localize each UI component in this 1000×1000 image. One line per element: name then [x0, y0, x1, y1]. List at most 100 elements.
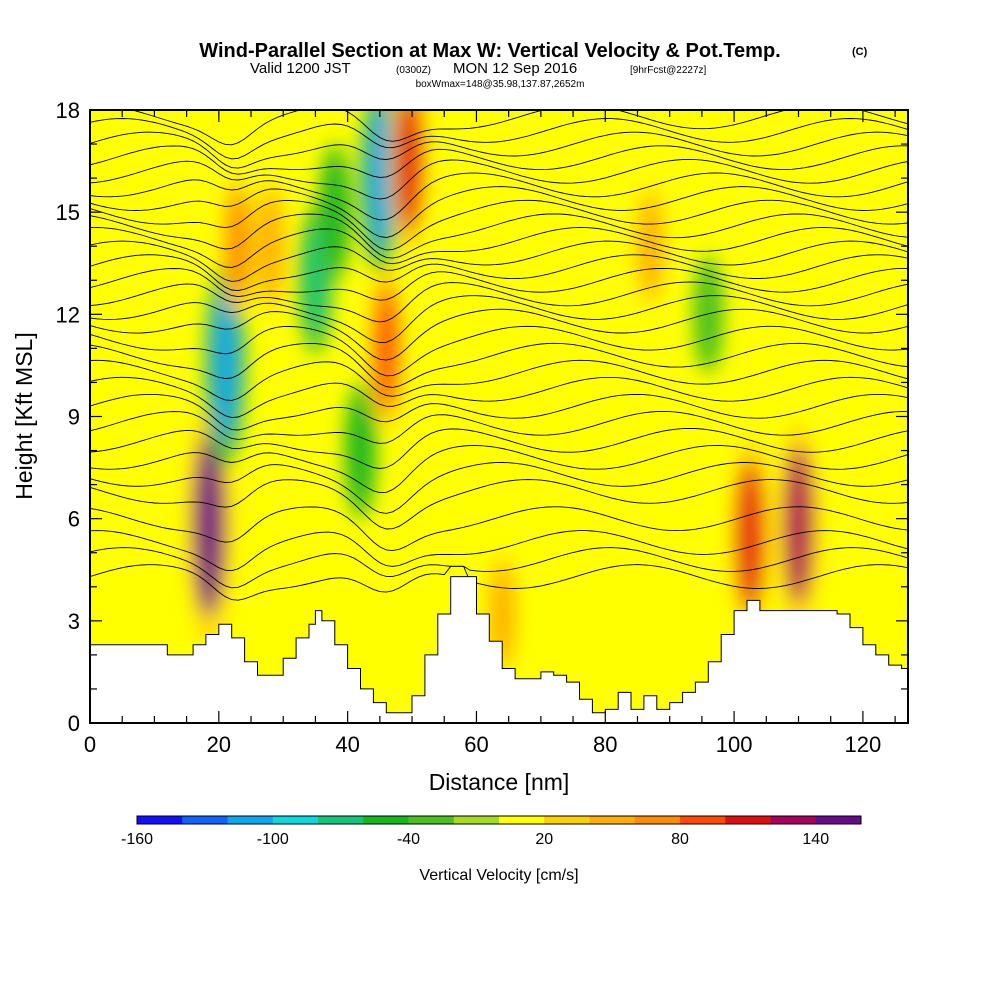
colorbar-segment-13 — [725, 816, 771, 824]
valid-date: MON 12 Sep 2016 — [453, 60, 577, 77]
y-axis-label: Height [Kft MSL] — [11, 332, 37, 499]
copyright-mark: (C) — [852, 46, 868, 58]
x-tick-label: 80 — [593, 732, 617, 757]
theta-contour-3 — [90, 506, 908, 552]
theta-contour-2 — [90, 530, 908, 572]
colorbar-title: Vertical Velocity [cm/s] — [419, 867, 578, 884]
theta-contour-28 — [90, 118, 908, 160]
y-tick-label: 15 — [56, 200, 80, 225]
colorbar-segment-4 — [318, 816, 364, 824]
y-tick-label: 18 — [56, 98, 80, 123]
colorbar-segment-12 — [680, 816, 726, 824]
theta-contour-24 — [90, 172, 908, 221]
theta-contour-18 — [90, 254, 908, 292]
colorbar-segment-0 — [137, 816, 183, 824]
theta-contour-26 — [90, 145, 908, 178]
colorbar-segment-7 — [453, 816, 500, 824]
velocity-core-12 — [736, 461, 764, 610]
colorbar-segment-11 — [634, 816, 681, 824]
velocity-core-7 — [366, 110, 394, 253]
chart-subtitle: Valid 1200 JST (0300Z) MON 12 Sep 2016 [… — [250, 60, 707, 77]
forecast-info: [9hrFcst@2227z] — [630, 65, 707, 76]
theta-contour-13 — [90, 325, 908, 377]
y-tick-label: 0 — [68, 711, 80, 736]
velocity-core-8 — [374, 286, 399, 411]
velocity-core-5 — [323, 158, 346, 267]
theta-contour-14 — [90, 308, 908, 361]
x-axis-label: Distance [nm] — [429, 769, 570, 795]
colorbar-segment-8 — [499, 816, 545, 824]
theta-contour-21 — [90, 213, 908, 259]
theta-contour-6 — [90, 445, 908, 494]
theta-contour-15 — [90, 295, 908, 344]
colorbar-tick-label: -160 — [121, 831, 153, 848]
colorbar-segment-2 — [227, 816, 274, 824]
colorbar-segment-9 — [544, 816, 590, 824]
x-tick-label: 0 — [84, 732, 96, 757]
colorbar-segment-10 — [589, 816, 636, 824]
x-tick-label: 120 — [845, 732, 882, 757]
colorbar-tick-label: -100 — [257, 831, 289, 848]
velocity-core-1 — [211, 287, 240, 444]
theta-contour-23 — [90, 186, 908, 238]
x-tick-labels: 0 20 40 60 80 100 120 — [84, 732, 881, 757]
potential-temperature-contours — [90, 110, 908, 601]
y-tick-label: 6 — [68, 507, 80, 532]
velocity-field — [184, 110, 821, 674]
velocity-core-10 — [492, 568, 513, 661]
colorbar-segment-6 — [408, 816, 455, 824]
x-tick-label: 20 — [207, 732, 231, 757]
theta-contour-16 — [90, 281, 908, 323]
theta-contour-20 — [90, 227, 908, 268]
theta-contour-8 — [90, 410, 908, 444]
colorbar-segment-3 — [272, 816, 319, 824]
theta-contour-10 — [90, 376, 908, 419]
y-tick-label: 12 — [56, 302, 80, 327]
colorbar-segment-14 — [770, 816, 817, 824]
colorbar-tick-label: 20 — [535, 831, 553, 848]
axis-ticks — [89, 109, 908, 724]
velocity-core-6 — [349, 396, 372, 505]
valid-time: Valid 1200 JST — [250, 60, 351, 77]
x-tick-label: 40 — [335, 732, 359, 757]
theta-contour-27 — [90, 131, 908, 169]
theta-contour-29 — [129, 110, 908, 146]
theta-contour-11 — [90, 359, 908, 401]
theta-contour-25 — [90, 158, 908, 200]
colorbar-segment-1 — [182, 816, 228, 824]
y-tick-label: 3 — [68, 609, 80, 634]
theta-contour-0 — [90, 564, 908, 601]
colorbar-segment-5 — [363, 816, 409, 824]
theta-contour-17 — [90, 267, 908, 301]
colorbar-tick-label: -40 — [397, 831, 420, 848]
velocity-core-3 — [259, 196, 281, 297]
theta-contour-1 — [90, 547, 908, 589]
plot-area — [90, 110, 908, 723]
velocity-core-13 — [784, 447, 813, 604]
theta-contour-19 — [90, 240, 908, 282]
y-tick-label: 9 — [68, 405, 80, 430]
valid-utc: (0300Z) — [396, 65, 431, 76]
theta-contour-4 — [90, 479, 908, 530]
colorbar-tick-labels: -160 -100 -40 20 80 140 — [121, 831, 829, 848]
x-tick-label: 60 — [464, 732, 488, 757]
theta-contour-9 — [90, 393, 908, 431]
box-info: boxWmax=148@35.98,137.87,2652m — [416, 79, 585, 90]
colorbar-tick-label: 80 — [671, 831, 689, 848]
velocity-core-9 — [395, 110, 422, 232]
colorbar-frame — [136, 815, 862, 825]
theta-contour-5 — [90, 462, 908, 514]
velocity-core-2 — [227, 192, 250, 301]
y-tick-labels: 0 3 6 9 12 15 18 — [56, 98, 80, 736]
colorbar — [136, 815, 862, 825]
theta-contour-12 — [90, 342, 908, 388]
theta-contour-7 — [90, 427, 908, 469]
theta-contour-22 — [90, 199, 908, 251]
colorbar-segment-15 — [815, 816, 862, 824]
terrain-mask — [90, 576, 908, 723]
colorbar-tick-label: 140 — [802, 831, 829, 848]
x-tick-label: 100 — [716, 732, 753, 757]
chart-title: Wind-Parallel Section at Max W: Vertical… — [199, 40, 780, 62]
